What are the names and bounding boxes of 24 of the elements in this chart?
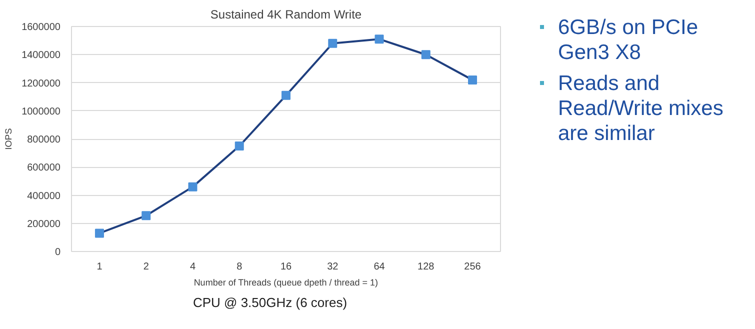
x-tick-label: 64: [374, 262, 386, 272]
x-tick-label: 2: [143, 262, 150, 272]
text: 6GB/s on PCIe Gen3 X8: [558, 15, 700, 65]
y-tick-label: 0: [54, 247, 61, 258]
text: CPU @ 3.50GHz (6 cores): [192, 294, 348, 312]
y-tick-label: 400000: [27, 190, 61, 202]
y-tick-label: 1000000: [22, 106, 61, 118]
x-tick-label: 16: [280, 262, 292, 272]
x-tick-label: 256: [464, 262, 482, 272]
x-tick-label: 1: [96, 262, 103, 272]
x-tick-label: 32: [327, 262, 339, 272]
x-tick-label: 4: [190, 262, 196, 272]
y-tick-label: 1600000: [22, 22, 61, 33]
x-tick-label: 8: [236, 262, 243, 272]
text: Reads and Read/Write mixes are similar: [558, 71, 724, 146]
x-tick-label: 128: [418, 262, 435, 272]
y-tick-label: 1400000: [22, 50, 61, 62]
x-axis-title: Number of Threads (queue dpeth / thread = 1): [194, 278, 378, 288]
y-tick-label: 800000: [27, 134, 61, 146]
y-axis-title: IOPS: [4, 128, 14, 150]
y-tick-label: 200000: [27, 218, 61, 230]
y-tick-label: 600000: [27, 162, 61, 174]
chart-title: Sustained 4K Random Write: [210, 8, 362, 22]
y-tick-label: 1200000: [22, 78, 61, 90]
